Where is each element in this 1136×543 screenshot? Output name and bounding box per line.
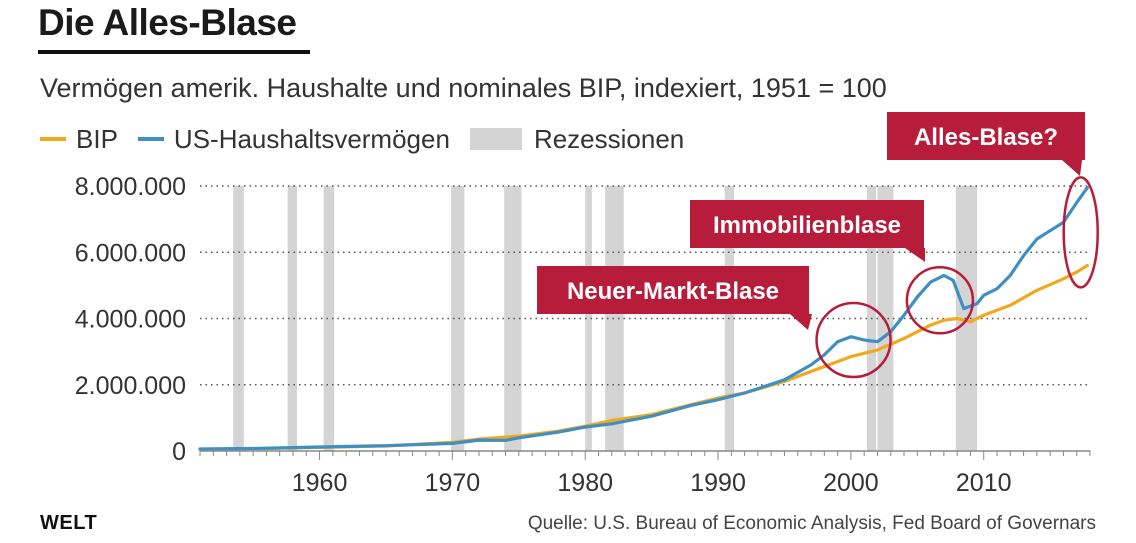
legend-label-bip: BIP — [76, 123, 118, 154]
annotation-circle — [815, 301, 892, 379]
y-tick-label: 6.000.000 — [75, 239, 186, 267]
annotation-ellipse — [1062, 176, 1099, 289]
legend-swatch-haushalt — [137, 137, 164, 141]
recession-band — [877, 186, 894, 451]
x-tick-label: 2010 — [956, 469, 1012, 497]
series-lines — [198, 186, 1089, 451]
recession-band — [504, 186, 522, 451]
legend-label-haushalt: US-Haushaltsvermögen — [173, 123, 450, 154]
callout-box — [537, 266, 809, 314]
y-tick-label: 0 — [172, 438, 186, 466]
y-axis-tick-labels: 0 2.000.000 4.000.000 6.000.000 8.000.000 — [75, 173, 186, 466]
callout-label: Alles-Blase? — [914, 124, 1058, 151]
callout-box — [887, 112, 1085, 160]
callout-pointer — [905, 248, 925, 262]
legend-swatch-rezession — [469, 128, 522, 150]
x-tick-label: 1980 — [557, 469, 613, 497]
chart-title: Die Alles-Blase — [38, 2, 297, 43]
recession-band — [323, 186, 335, 451]
recession-band — [287, 186, 297, 451]
legend-swatch-bip — [40, 137, 66, 141]
recession-band — [585, 186, 592, 451]
y-tick-label: 4.000.000 — [75, 306, 186, 334]
callout-label: Immobilienblase — [713, 212, 901, 239]
brand-logo: WELT — [40, 512, 98, 534]
x-axis-ticks: 1960 1970 1980 1990 2000 2010 — [199, 451, 1091, 497]
gridlines — [200, 185, 1090, 452]
series-line-haushalt — [198, 186, 1089, 451]
x-tick-label: 1990 — [690, 469, 746, 497]
legend-item-bip: BIP — [40, 124, 118, 155]
chart-subtitle: Vermögen amerik. Haushalte und nominales… — [40, 73, 887, 103]
x-tick-label: 1970 — [425, 469, 481, 497]
annotation-circle — [905, 266, 975, 335]
legend-label-rezession: Rezessionen — [533, 123, 685, 154]
callout-pointer — [1062, 160, 1082, 176]
legend-item-haushalt: US-Haushaltsvermögen — [137, 123, 450, 155]
title-underline — [38, 50, 310, 54]
x-tick-label: 1960 — [292, 469, 348, 497]
callout-pointer — [790, 314, 812, 330]
source-note: Quelle: U.S. Bureau of Economic Analysis… — [527, 513, 1096, 534]
callout-box — [690, 200, 924, 248]
y-tick-label: 8.000.000 — [75, 173, 186, 201]
callout-label: Neuer-Markt-Blase — [567, 278, 779, 305]
legend: BIP US-Haushaltsvermögen Rezessionen — [40, 122, 704, 156]
annotations: Neuer-Markt-Blase Immobilienblase Alles-Bl… — [537, 112, 1099, 379]
y-tick-label: 2.000.000 — [75, 372, 186, 400]
legend-item-rezession: Rezessionen — [469, 123, 685, 155]
x-tick-label: 2000 — [823, 469, 879, 497]
